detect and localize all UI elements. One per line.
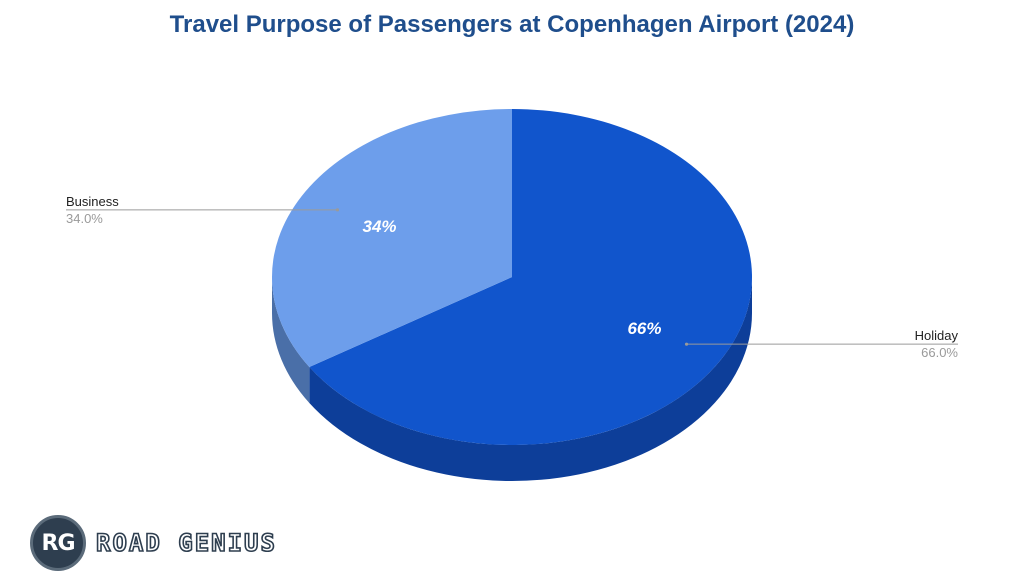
road-genius-logo: RG ROAD GENIUS	[30, 515, 277, 571]
slice-label-holiday: 66%	[627, 319, 661, 338]
pie-side-holiday	[309, 277, 752, 481]
logo-text: ROAD GENIUS	[95, 528, 277, 558]
logo-initials: RG	[41, 530, 76, 556]
legend-pct-business: 34.0%	[66, 211, 103, 226]
pie-slice-business	[272, 109, 512, 368]
logo-badge-icon: RG	[30, 515, 86, 571]
pie-slice-holiday	[309, 109, 753, 446]
legend-label-holiday: Holiday	[915, 328, 959, 343]
slice-label-business: 34%	[362, 217, 396, 236]
legend-label-business: Business	[66, 194, 119, 209]
legend-pct-holiday: 66.0%	[921, 345, 958, 360]
chart-title: Travel Purpose of Passengers at Copenhag…	[170, 11, 855, 38]
pie-side-business	[272, 277, 310, 404]
